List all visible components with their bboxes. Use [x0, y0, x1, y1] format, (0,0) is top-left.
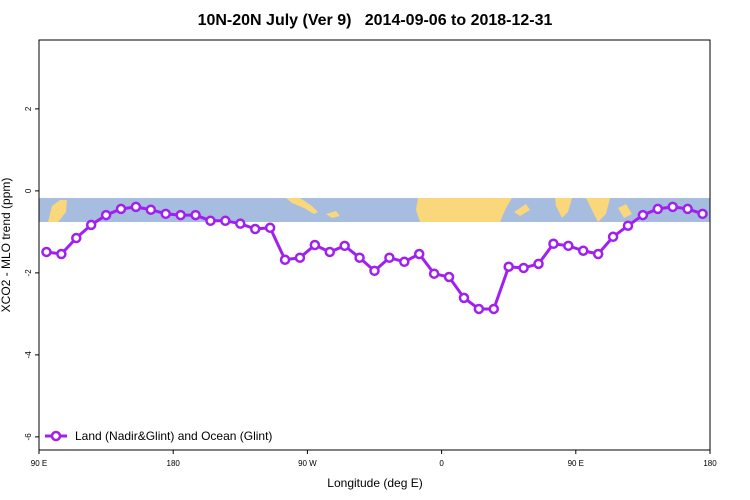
data-point — [279, 254, 291, 266]
data-point — [637, 209, 649, 221]
data-point — [413, 248, 425, 260]
land — [618, 204, 632, 218]
y-tick-label: -6 — [24, 433, 33, 441]
data-point — [667, 201, 678, 213]
plot-frame — [38, 39, 711, 451]
land — [48, 200, 67, 222]
data-point — [160, 208, 171, 220]
data-point — [309, 239, 321, 251]
data-point — [71, 232, 82, 244]
data-point — [235, 218, 246, 229]
data-point — [488, 303, 500, 315]
data-point — [548, 238, 559, 250]
y-tick-label: 0 — [24, 188, 33, 193]
data-point — [56, 248, 67, 260]
land — [514, 204, 530, 216]
y-axis-label: XCO2 - MLO trend (ppm) — [0, 178, 13, 313]
legend: Land (Nadir&Glint) and Ocean (Glint) — [45, 429, 272, 443]
data-point — [115, 203, 127, 215]
data-point — [85, 219, 97, 231]
land — [555, 198, 572, 218]
land — [326, 211, 340, 218]
chart-title: 10N-20N July (Ver 9) 2014-09-06 to 2018-… — [198, 12, 553, 29]
data-point — [145, 204, 157, 215]
y-tick-label: 2 — [24, 106, 33, 111]
data-point — [443, 271, 455, 283]
y-tick-label: -4 — [24, 351, 33, 359]
data-point — [175, 209, 186, 221]
data-point — [384, 252, 395, 263]
series-line — [46, 205, 704, 311]
x-tick-label: 90 E — [568, 459, 584, 468]
data-point — [41, 246, 52, 258]
x-tick-label: 0 — [439, 459, 444, 468]
data-point — [622, 220, 634, 231]
data-point — [339, 240, 350, 252]
data-point — [249, 223, 261, 235]
data-point — [190, 209, 201, 221]
data-point — [428, 268, 440, 279]
data-point — [458, 292, 470, 304]
data-point — [354, 252, 365, 263]
data-point — [399, 256, 410, 268]
data-point — [324, 246, 336, 258]
data-point — [294, 252, 306, 263]
data-point — [220, 215, 231, 227]
data-point — [369, 265, 380, 277]
data-point — [264, 222, 276, 234]
series — [41, 201, 708, 315]
data-point — [578, 245, 589, 256]
legend-marker — [50, 430, 62, 442]
x-tick-label: 90 W — [298, 459, 317, 468]
data-point — [100, 209, 112, 221]
data-point — [205, 215, 216, 227]
data-point — [130, 201, 142, 213]
land — [586, 198, 610, 222]
data-point — [607, 231, 619, 243]
x-tick-label: 180 — [167, 459, 181, 468]
land — [286, 198, 318, 214]
y-tick-label: -2 — [24, 269, 33, 277]
legend-label: Land (Nadir&Glint) and Ocean (Glint) — [75, 429, 272, 443]
data-point — [697, 208, 708, 220]
data-point — [518, 262, 529, 274]
x-axis-label: Longitude (deg E) — [327, 476, 422, 490]
data-point — [473, 303, 485, 315]
data-point — [682, 203, 693, 215]
data-point — [563, 240, 574, 252]
x-tick-label: 90 E — [31, 459, 47, 468]
data-point — [503, 261, 514, 272]
data-point — [652, 203, 664, 215]
land — [416, 198, 512, 222]
data-point — [592, 248, 604, 260]
data-point — [533, 258, 544, 270]
x-tick-label: 180 — [703, 459, 717, 468]
